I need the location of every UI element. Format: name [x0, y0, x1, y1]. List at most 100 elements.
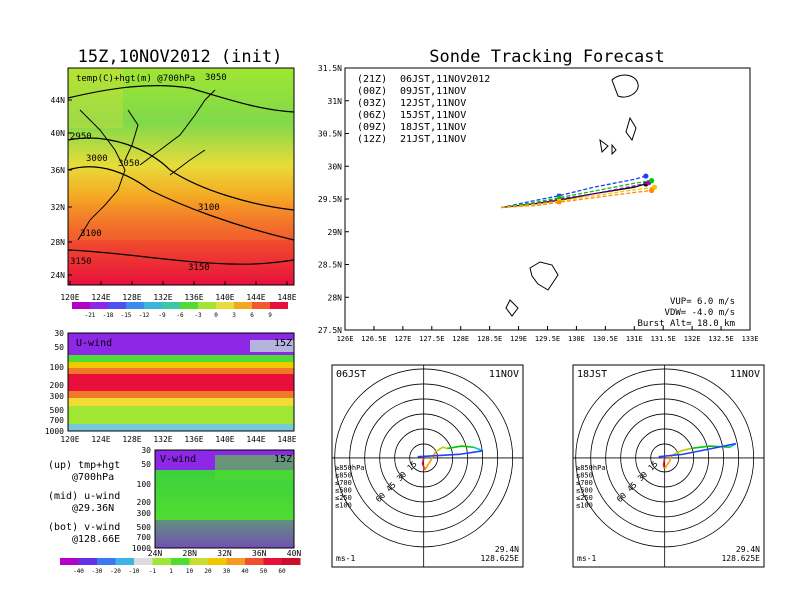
contour-label: 3150: [70, 257, 92, 267]
level-legend: ≤100: [576, 502, 593, 510]
colorbar-swatch: [216, 302, 234, 309]
lon-tick-label: 148E: [277, 435, 296, 444]
pressure-tick-label: 1000: [132, 544, 151, 553]
burst-param: Burst Alt= 18.0 km: [637, 319, 735, 329]
level-legend: ≤500: [335, 487, 352, 495]
colorbar-label: 30: [223, 568, 231, 575]
lon-tick-label: 140E: [215, 435, 234, 444]
colorbar-label: -6: [176, 312, 184, 319]
lon-tick-label: 144E: [246, 293, 265, 302]
hodograph-date: 11NOV: [489, 369, 519, 380]
colorbar-swatch: [60, 558, 79, 565]
lat-tick-label: 30.5N: [318, 130, 342, 139]
lat-tick-label: 36N: [51, 166, 66, 175]
note-line: (up) tmp+hgt: [48, 460, 120, 471]
track-line: [501, 180, 652, 209]
colorbar-swatch: [180, 302, 198, 309]
hodograph-time: 18JST: [577, 369, 607, 380]
legend-label: 21JST,11NOV: [400, 134, 466, 145]
v-wind-time: 15Z: [274, 454, 292, 465]
note-line: @128.66E: [72, 534, 120, 545]
track-burst-marker: [557, 200, 562, 205]
hodograph-lat: 29.4N: [495, 545, 519, 554]
pressure-tick-label: 500: [50, 406, 65, 415]
map-lat-ticks: 44N 40N 36N 32N 28N 24N: [51, 96, 72, 280]
colorbar-label: 60: [278, 568, 286, 575]
hodograph-lon: 128.625E: [721, 554, 760, 563]
lat-tick-label: 32N: [51, 203, 66, 212]
colorbar-label: -15: [121, 312, 132, 319]
legend-label: 15JST,11NOV: [400, 110, 466, 121]
lon-tick-label: 128E: [452, 335, 469, 343]
pressure-tick-label: 700: [50, 416, 65, 425]
lon-tick-label: 128.5E: [477, 335, 502, 343]
contour-label: 2950: [70, 132, 92, 142]
hodograph-lon: 128.625E: [480, 554, 519, 563]
hodograph-trace: [658, 442, 737, 458]
lat-tick-label: 28N: [183, 549, 198, 558]
level-legend: ≤100: [335, 502, 352, 510]
v-wind-panel: V-wind 15Z: [154, 449, 295, 549]
lon-tick-label: 136E: [184, 293, 203, 302]
left-title: 15Z,10NOV2012 (init): [78, 47, 283, 67]
lon-tick-label: 132E: [153, 293, 172, 302]
track-endpoint: [649, 178, 655, 184]
colorbar-label: 40: [241, 568, 249, 575]
colorbar-swatch: [171, 558, 190, 565]
colorbar-swatch: [226, 558, 245, 565]
lon-tick-label: 124E: [91, 293, 110, 302]
colorbar-swatch: [152, 558, 171, 565]
contour-label: 3050: [205, 73, 227, 83]
level-legend: ≤850: [335, 472, 352, 480]
colorbar-label: -3: [194, 312, 202, 319]
track-line: [501, 175, 647, 209]
lon-tick-label: 148E: [277, 293, 296, 302]
pressure-tick-label: 300: [137, 509, 152, 518]
colorbar-label: 1: [169, 568, 173, 575]
colorbar-swatch: [162, 302, 180, 309]
contour-label: 3050: [118, 159, 140, 169]
colorbar-label: -1: [149, 568, 157, 575]
colorbar-swatch: [72, 302, 90, 309]
hodograph-trace: [662, 457, 666, 469]
lon-tick-label: 130.5E: [593, 335, 618, 343]
lon-tick-label: 126.5E: [361, 335, 386, 343]
pressure-tick-label: 50: [141, 460, 151, 469]
pressure-tick-label: 30: [141, 446, 151, 455]
hodograph-trace: [417, 450, 484, 458]
colorbar-swatch: [115, 558, 134, 565]
contour-label: 3000: [86, 154, 108, 164]
lat-tick-label: 40N: [51, 129, 66, 138]
lon-tick-label: 140E: [215, 293, 234, 302]
colorbar-swatch: [126, 302, 144, 309]
lat-tick-label: 40N: [287, 549, 302, 558]
lon-tick-label: 133E: [742, 335, 759, 343]
pressure-tick-label: 700: [137, 533, 152, 542]
colorbar-label: 6: [250, 312, 254, 319]
lon-tick-label: 120E: [60, 435, 79, 444]
colorbar-swatch: [108, 302, 126, 309]
u-wind-time: 15Z: [274, 338, 292, 349]
hodograph-trace: [664, 455, 673, 470]
level-legend: ≥850hPa: [576, 464, 606, 472]
level-legend: ≤700: [335, 479, 352, 487]
hodograph-units: ms-1: [336, 554, 355, 563]
lon-tick-label: 130E: [568, 335, 585, 343]
lat-tick-label: 31.5N: [318, 64, 342, 73]
note-line: @700hPa: [72, 472, 114, 483]
hodograph-trace: [424, 451, 437, 471]
lat-tick-label: 24N: [148, 549, 163, 558]
hodograph-lat: 29.4N: [736, 545, 760, 554]
pressure-tick-label: 1000: [45, 427, 64, 436]
tracking-map-frame: [344, 67, 751, 331]
hodograph-units: ms-1: [577, 554, 596, 563]
colorbar-swatch: [144, 302, 162, 309]
level-legend: ≤500: [576, 487, 593, 495]
lon-tick-label: 129E: [510, 335, 527, 343]
colorbar-label: -40: [73, 568, 84, 575]
lat-tick-label: 32N: [217, 549, 232, 558]
legend-code: (03Z): [357, 98, 387, 109]
hodograph-trace: [435, 446, 448, 453]
colorbar-swatch: [234, 302, 252, 309]
